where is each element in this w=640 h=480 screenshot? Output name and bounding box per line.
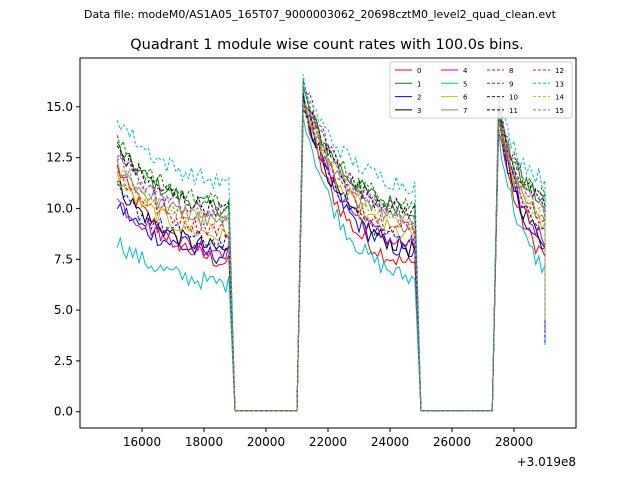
series-line-3 xyxy=(117,92,546,412)
x-tick-label: 28000 xyxy=(495,435,533,449)
legend-label-8: 8 xyxy=(509,67,513,75)
legend-label-11: 11 xyxy=(509,107,518,115)
axes: 16000 18000 20000 22000 24000 26000 28000 0.0 2.… xyxy=(46,100,533,449)
legend-label-10: 10 xyxy=(509,94,518,102)
x-tick-label: 16000 xyxy=(123,435,161,449)
legend-label-6: 6 xyxy=(463,94,468,102)
legend-label-12: 12 xyxy=(555,67,564,75)
legend-label-5: 5 xyxy=(463,80,467,88)
x-tick-label: 26000 xyxy=(433,435,471,449)
data-file-caption: Data file: modeM0/AS1A05_165T07_90000030… xyxy=(84,8,556,21)
legend-label-15: 15 xyxy=(555,107,564,115)
series-line-7 xyxy=(116,96,546,412)
chart-title: Quadrant 1 module wise count rates with … xyxy=(130,37,524,53)
legend-label-14: 14 xyxy=(555,94,564,102)
y-tick-label: 2.5 xyxy=(54,354,73,368)
legend-label-3: 3 xyxy=(417,107,421,115)
legend-label-7: 7 xyxy=(463,107,467,115)
series-lines xyxy=(116,74,546,412)
series-line-4 xyxy=(116,100,546,412)
series-line-15 xyxy=(116,101,546,412)
x-tick-label: 18000 xyxy=(185,435,223,449)
x-offset-label: +3.019e8 xyxy=(517,455,576,469)
y-tick-label: 5.0 xyxy=(54,303,73,317)
x-tick-label: 22000 xyxy=(309,435,347,449)
legend-label-2: 2 xyxy=(417,94,421,102)
x-tick-label: 24000 xyxy=(371,435,409,449)
legend-label-0: 0 xyxy=(417,67,421,75)
legend-frame xyxy=(389,61,573,119)
series-line-14 xyxy=(116,101,546,412)
legend-label-13: 13 xyxy=(555,80,564,88)
y-tick-label: 7.5 xyxy=(54,252,73,266)
series-line-10 xyxy=(116,96,546,412)
legend-label-4: 4 xyxy=(463,67,468,75)
y-tick-label: 15.0 xyxy=(46,100,73,114)
y-tick-label: 12.5 xyxy=(46,151,73,165)
legend-label-9: 9 xyxy=(509,80,513,88)
y-tick-label: 0.0 xyxy=(54,405,73,419)
series-line-8 xyxy=(117,94,546,412)
series-line-2 xyxy=(116,107,546,412)
series-line-12 xyxy=(116,79,546,412)
y-tick-label: 10.0 xyxy=(46,201,73,215)
series-line-9 xyxy=(116,79,546,412)
series-line-0 xyxy=(116,103,546,412)
series-line-13 xyxy=(116,74,546,412)
series-line-5 xyxy=(116,117,546,412)
x-tick-label: 20000 xyxy=(247,435,285,449)
legend-label-1: 1 xyxy=(417,80,421,88)
series-line-11 xyxy=(116,93,546,412)
